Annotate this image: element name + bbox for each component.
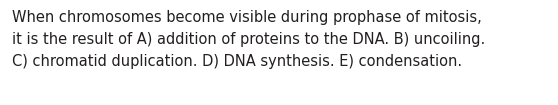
Text: it is the result of A) addition of proteins to the DNA. B) uncoiling.: it is the result of A) addition of prote… <box>12 32 485 47</box>
Text: When chromosomes become visible during prophase of mitosis,: When chromosomes become visible during p… <box>12 10 482 25</box>
Text: C) chromatid duplication. D) DNA synthesis. E) condensation.: C) chromatid duplication. D) DNA synthes… <box>12 54 462 69</box>
